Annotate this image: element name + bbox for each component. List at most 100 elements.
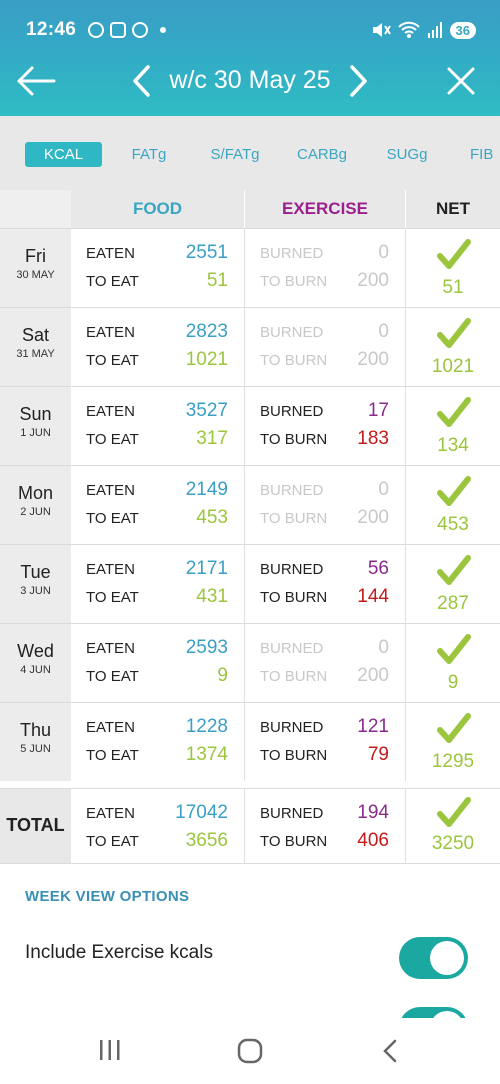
food-cell: EATEN 2593 TO EAT 9 — [71, 624, 245, 702]
food-cell: EATEN 2823 TO EAT 1021 — [71, 308, 245, 386]
back-icon[interactable] — [380, 1038, 400, 1064]
home-icon[interactable] — [237, 1038, 263, 1064]
total-exercise-cell: BURNED 194 TO BURN 406 — [245, 789, 406, 863]
burned-label: BURNED — [260, 482, 324, 499]
day-cell: Sat 31 MAY — [0, 308, 71, 386]
total-label-cell: TOTAL — [0, 789, 71, 863]
to-burn-value: 200 — [357, 349, 389, 370]
total-burned-value: 194 — [357, 802, 389, 823]
total-to-eat-value: 3656 — [185, 830, 228, 851]
to-eat-value: 9 — [217, 665, 228, 686]
day-row[interactable]: Mon 2 JUN EATEN 2149 TO EAT 453 BURNED 0… — [0, 465, 500, 544]
check-icon — [437, 797, 471, 827]
exercise-cell: BURNED 121 TO BURN 79 — [245, 703, 406, 781]
exercise-cell: BURNED 0 TO BURN 200 — [245, 308, 406, 386]
burned-label: BURNED — [260, 640, 324, 657]
day-row[interactable]: Thu 5 JUN EATEN 1228 TO EAT 1374 BURNED … — [0, 702, 500, 781]
previous-week-button[interactable] — [130, 64, 152, 98]
more-notifications-icon — [160, 27, 167, 33]
tab-sugar[interactable]: SUGg — [386, 146, 428, 163]
to-eat-value: 1374 — [185, 744, 228, 765]
net-value: 1021 — [431, 356, 475, 377]
net-value: 453 — [437, 514, 469, 535]
net-value: 1295 — [431, 751, 475, 772]
recent-apps-icon[interactable] — [98, 1038, 122, 1062]
status-time: 12:46 — [26, 19, 77, 40]
tab-carb[interactable]: CARBg — [296, 146, 348, 163]
net-value: 51 — [442, 277, 464, 298]
day-row[interactable]: Wed 4 JUN EATEN 2593 TO EAT 9 BURNED 0 T… — [0, 623, 500, 702]
exercise-cell: BURNED 0 TO BURN 200 — [245, 229, 406, 307]
day-row[interactable]: Sat 31 MAY EATEN 2823 TO EAT 1021 BURNED… — [0, 307, 500, 386]
instagram-icon — [110, 22, 127, 38]
day-row[interactable]: Fri 30 MAY EATEN 2551 TO EAT 51 BURNED 0… — [0, 228, 500, 307]
burned-label: BURNED — [260, 719, 324, 736]
signal-icon — [427, 22, 442, 38]
total-eaten-value: 17042 — [175, 802, 228, 823]
include-exercise-label: Include Exercise kcals — [25, 942, 213, 963]
exercise-cell: BURNED 56 TO BURN 144 — [245, 545, 406, 623]
to-burn-label: TO BURN — [260, 589, 328, 606]
tab-kcal[interactable]: KCAL — [25, 142, 102, 167]
eaten-label: EATEN — [86, 640, 135, 657]
total-to-burn-value: 406 — [357, 830, 389, 851]
day-name: Thu — [19, 720, 52, 740]
header-bar: 12:46 36 w/c 30 May 25 — [0, 0, 500, 116]
eaten-value: 3527 — [185, 400, 228, 421]
eaten-label: EATEN — [86, 805, 135, 822]
net-cell: 9 — [406, 624, 500, 702]
chrome-icon — [132, 22, 149, 38]
day-cell: Fri 30 MAY — [0, 229, 71, 307]
back-arrow-icon[interactable] — [16, 64, 56, 98]
net-value: 287 — [437, 593, 469, 614]
exercise-cell: BURNED 0 TO BURN 200 — [245, 624, 406, 702]
net-cell: 1021 — [406, 308, 500, 386]
day-name: Tue — [20, 562, 51, 582]
total-label: TOTAL — [6, 815, 65, 835]
food-cell: EATEN 2171 TO EAT 431 — [71, 545, 245, 623]
eaten-value: 2551 — [185, 242, 228, 263]
total-food-cell: EATEN 17042 TO EAT 3656 — [71, 789, 245, 863]
day-cell: Wed 4 JUN — [0, 624, 71, 702]
to-burn-label: TO BURN — [260, 747, 328, 764]
total-row: TOTAL EATEN 17042 TO EAT 3656 BURNED 194… — [0, 788, 500, 864]
net-cell: 1295 — [406, 703, 500, 781]
day-cell: Sun 1 JUN — [0, 387, 71, 465]
day-row[interactable]: Sun 1 JUN EATEN 3527 TO EAT 317 BURNED 1… — [0, 386, 500, 465]
check-icon — [437, 318, 471, 348]
week-title: w/c 30 May 25 — [169, 66, 331, 94]
day-date: 2 JUN — [20, 506, 51, 518]
to-burn-label: TO BURN — [260, 510, 328, 527]
to-burn-label: TO BURN — [260, 352, 328, 369]
total-net-value: 3250 — [431, 833, 475, 854]
check-icon — [437, 397, 471, 427]
check-icon — [437, 555, 471, 585]
day-row[interactable]: Tue 3 JUN EATEN 2171 TO EAT 431 BURNED 5… — [0, 544, 500, 623]
check-icon — [437, 239, 471, 269]
to-burn-value: 183 — [357, 428, 389, 449]
check-icon — [437, 634, 471, 664]
day-date: 5 JUN — [20, 743, 51, 755]
wifi-icon — [397, 21, 420, 38]
to-eat-value: 317 — [196, 428, 228, 449]
eaten-value: 2823 — [185, 321, 228, 342]
tab-fibre[interactable]: FIB — [470, 146, 494, 163]
include-exercise-toggle[interactable] — [399, 937, 468, 979]
tab-fat[interactable]: FATg — [131, 146, 167, 163]
to-burn-value: 200 — [357, 507, 389, 528]
to-burn-label: TO BURN — [260, 431, 328, 448]
to-eat-value: 51 — [206, 270, 228, 291]
day-cell: Mon 2 JUN — [0, 466, 71, 544]
burned-label: BURNED — [260, 805, 324, 822]
tab-sat-fat[interactable]: S/FATg — [210, 146, 260, 163]
next-week-button[interactable] — [348, 64, 370, 98]
eaten-label: EATEN — [86, 719, 135, 736]
food-cell: EATEN 2551 TO EAT 51 — [71, 229, 245, 307]
day-date: 30 MAY — [16, 269, 55, 281]
week-navigation: w/c 30 May 25 — [0, 56, 500, 106]
day-name: Sun — [19, 404, 52, 424]
net-cell: 51 — [406, 229, 500, 307]
burned-value: 0 — [378, 242, 389, 263]
close-icon[interactable] — [446, 66, 476, 96]
